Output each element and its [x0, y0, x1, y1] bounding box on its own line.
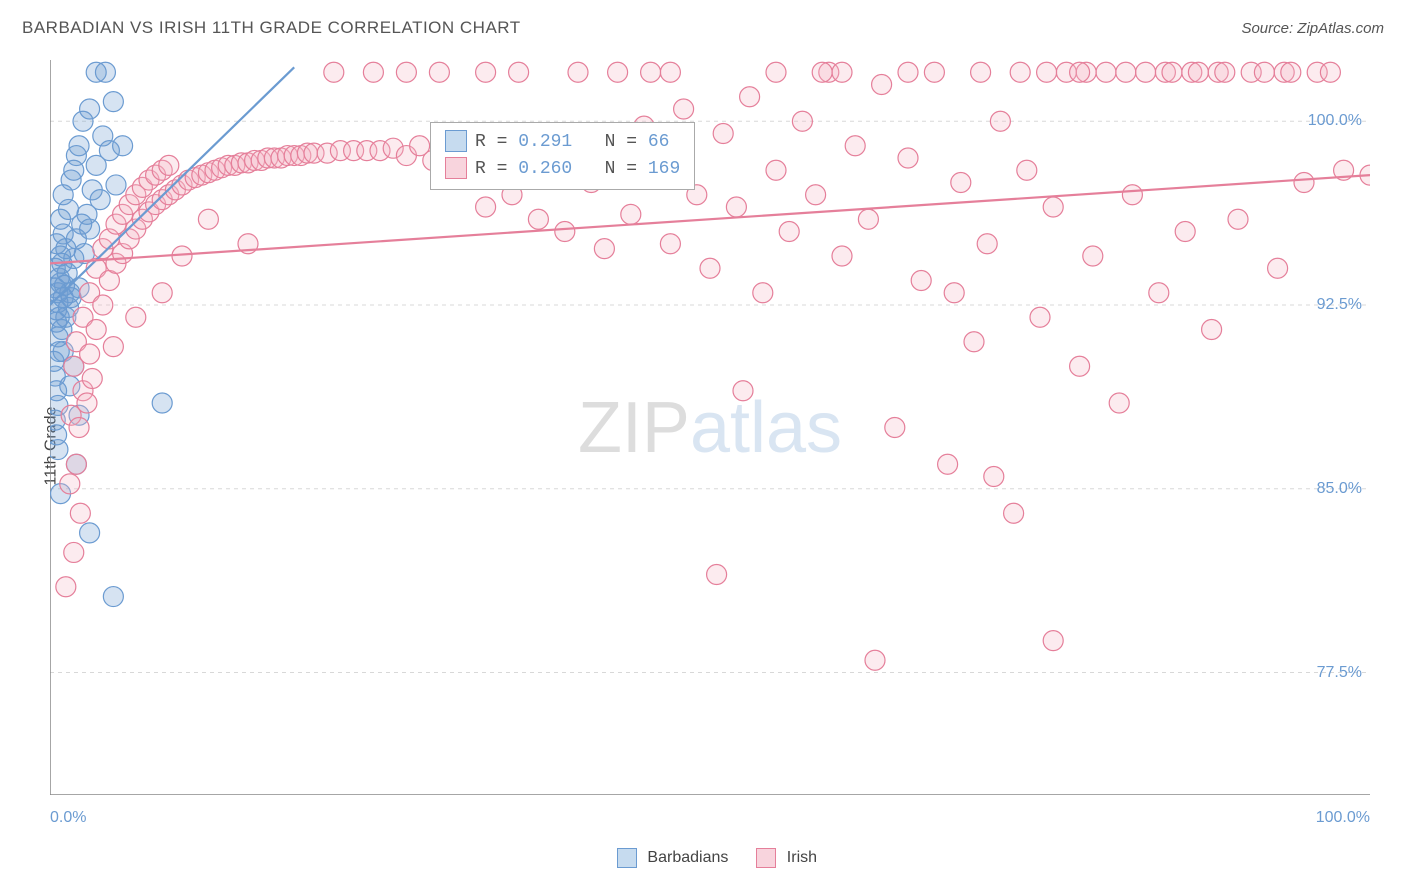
r-value: 0.291	[518, 132, 572, 152]
series-swatch	[445, 130, 467, 152]
y-tick-label: 100.0%	[1308, 112, 1362, 130]
legend-label: Barbadians	[643, 849, 728, 866]
legend-label: Irish	[782, 849, 817, 866]
legend-swatch	[617, 848, 637, 868]
x-tick-min: 0.0%	[50, 809, 86, 827]
n-label: N =	[572, 159, 648, 179]
r-label: R =	[475, 132, 518, 152]
stats-row: R = 0.291 N = 66	[445, 129, 680, 156]
y-tick-label: 85.0%	[1317, 480, 1362, 498]
n-label: N =	[572, 132, 648, 152]
bottom-legend: Barbadians Irish	[0, 848, 1406, 868]
stats-legend-box: R = 0.291 N = 66R = 0.260 N = 169	[430, 122, 695, 190]
n-value: 66	[648, 132, 670, 152]
y-tick-label: 92.5%	[1317, 296, 1362, 314]
stats-row: R = 0.260 N = 169	[445, 156, 680, 183]
chart-title: BARBADIAN VS IRISH 11TH GRADE CORRELATIO…	[22, 18, 521, 38]
x-tick-max: 100.0%	[1316, 809, 1370, 827]
source-label: Source: ZipAtlas.com	[1241, 20, 1384, 37]
y-tick-label: 77.5%	[1317, 664, 1362, 682]
chart-area: ZIPatlas R = 0.291 N = 66R = 0.260 N = 1…	[50, 60, 1370, 795]
r-value: 0.260	[518, 159, 572, 179]
r-label: R =	[475, 159, 518, 179]
n-value: 169	[648, 159, 680, 179]
scatter-plot	[50, 60, 1370, 795]
series-swatch	[445, 157, 467, 179]
legend-swatch	[756, 848, 776, 868]
